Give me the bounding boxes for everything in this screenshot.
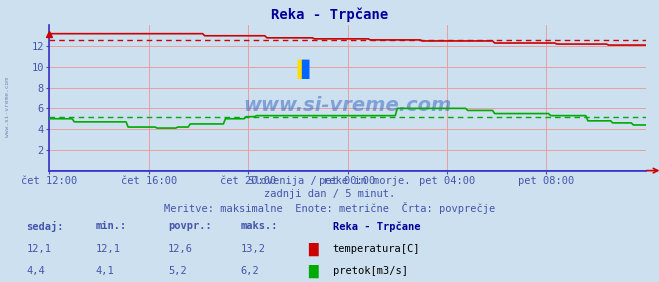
Text: 13,2: 13,2 <box>241 244 266 254</box>
Text: pretok[m3/s]: pretok[m3/s] <box>333 266 408 276</box>
Text: 4,4: 4,4 <box>26 266 45 276</box>
Text: ▌: ▌ <box>301 59 316 79</box>
Text: █: █ <box>308 265 318 278</box>
Text: 6,2: 6,2 <box>241 266 259 276</box>
Text: zadnji dan / 5 minut.: zadnji dan / 5 minut. <box>264 189 395 199</box>
Text: Slovenija / reke in morje.: Slovenija / reke in morje. <box>248 176 411 186</box>
Text: sedaj:: sedaj: <box>26 221 64 232</box>
Text: 4,1: 4,1 <box>96 266 114 276</box>
Text: povpr.:: povpr.: <box>168 221 212 231</box>
Text: min.:: min.: <box>96 221 127 231</box>
Text: 12,6: 12,6 <box>168 244 193 254</box>
Text: temperatura[C]: temperatura[C] <box>333 244 420 254</box>
Text: www.si-vreme.com: www.si-vreme.com <box>5 77 11 137</box>
Text: 12,1: 12,1 <box>26 244 51 254</box>
Text: www.si-vreme.com: www.si-vreme.com <box>243 96 452 115</box>
Text: 12,1: 12,1 <box>96 244 121 254</box>
Text: maks.:: maks.: <box>241 221 278 231</box>
Text: 5,2: 5,2 <box>168 266 186 276</box>
Text: Reka - Trpčane: Reka - Trpčane <box>333 221 420 232</box>
Text: ▐: ▐ <box>289 59 304 79</box>
Text: █: █ <box>308 243 318 256</box>
Text: Reka - Trpčane: Reka - Trpčane <box>271 7 388 21</box>
Text: Meritve: maksimalne  Enote: metrične  Črta: povprečje: Meritve: maksimalne Enote: metrične Črta… <box>164 202 495 214</box>
